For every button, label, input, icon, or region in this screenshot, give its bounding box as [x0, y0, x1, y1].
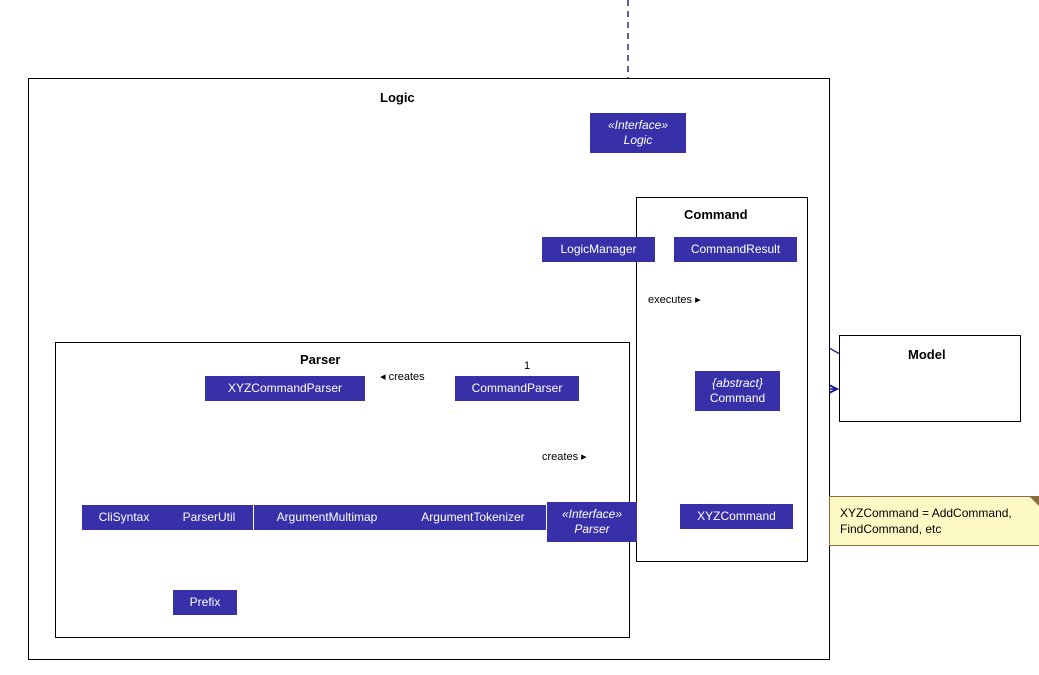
class-command-parser: CommandParser [455, 376, 579, 401]
classname: CommandParser [472, 381, 563, 395]
classname: XYZCommandParser [228, 381, 342, 395]
label-multiplicity-one: 1 [524, 360, 530, 372]
class-cli-syntax: CliSyntax [82, 505, 166, 530]
stereotype: {abstract} [712, 376, 763, 390]
classname: XYZCommand [697, 509, 776, 523]
class-abstract-command: {abstract} Command [695, 371, 780, 411]
classname: Logic [624, 133, 653, 147]
class-xyz-command: XYZCommand [680, 504, 793, 529]
package-parser-label: Parser [300, 352, 340, 367]
package-logic-label: Logic [380, 90, 415, 105]
label-creates-left: ◂ creates [380, 370, 425, 383]
label-executes: executes ▸ [648, 293, 701, 306]
classname: CliSyntax [99, 510, 150, 524]
class-logic-interface: «Interface» Logic [590, 113, 686, 153]
classname: Prefix [190, 595, 221, 609]
class-logic-manager: LogicManager [542, 237, 655, 262]
stereotype: «Interface» [608, 118, 668, 132]
package-model-label: Model [908, 347, 946, 362]
label-creates-right: creates ▸ [542, 450, 587, 463]
classname: LogicManager [560, 242, 636, 256]
note-xyzcommand: XYZCommand = AddCommand, FindCommand, et… [829, 496, 1039, 546]
package-command-label: Command [684, 207, 748, 222]
class-argument-tokenizer: ArgumentTokenizer [400, 505, 546, 530]
classname: ArgumentTokenizer [421, 510, 524, 524]
class-parser-util: ParserUtil [165, 505, 253, 530]
class-xyz-command-parser: XYZCommandParser [205, 376, 365, 401]
classname: Command [710, 391, 765, 405]
classname: ArgumentMultimap [277, 510, 378, 524]
class-command-result: CommandResult [674, 237, 797, 262]
classname: Parser [574, 522, 609, 536]
class-parser-interface: «Interface» Parser [547, 502, 637, 542]
classname: CommandResult [691, 242, 780, 256]
diagram-canvas: Logic Parser Command Model «Interface» L… [0, 0, 1039, 675]
stereotype: «Interface» [562, 507, 622, 521]
class-prefix: Prefix [173, 590, 237, 615]
note-line1: XYZCommand = AddCommand, [840, 506, 1012, 520]
classname: ParserUtil [183, 510, 236, 524]
class-argument-multimap: ArgumentMultimap [254, 505, 400, 530]
note-line2: FindCommand, etc [840, 522, 941, 536]
